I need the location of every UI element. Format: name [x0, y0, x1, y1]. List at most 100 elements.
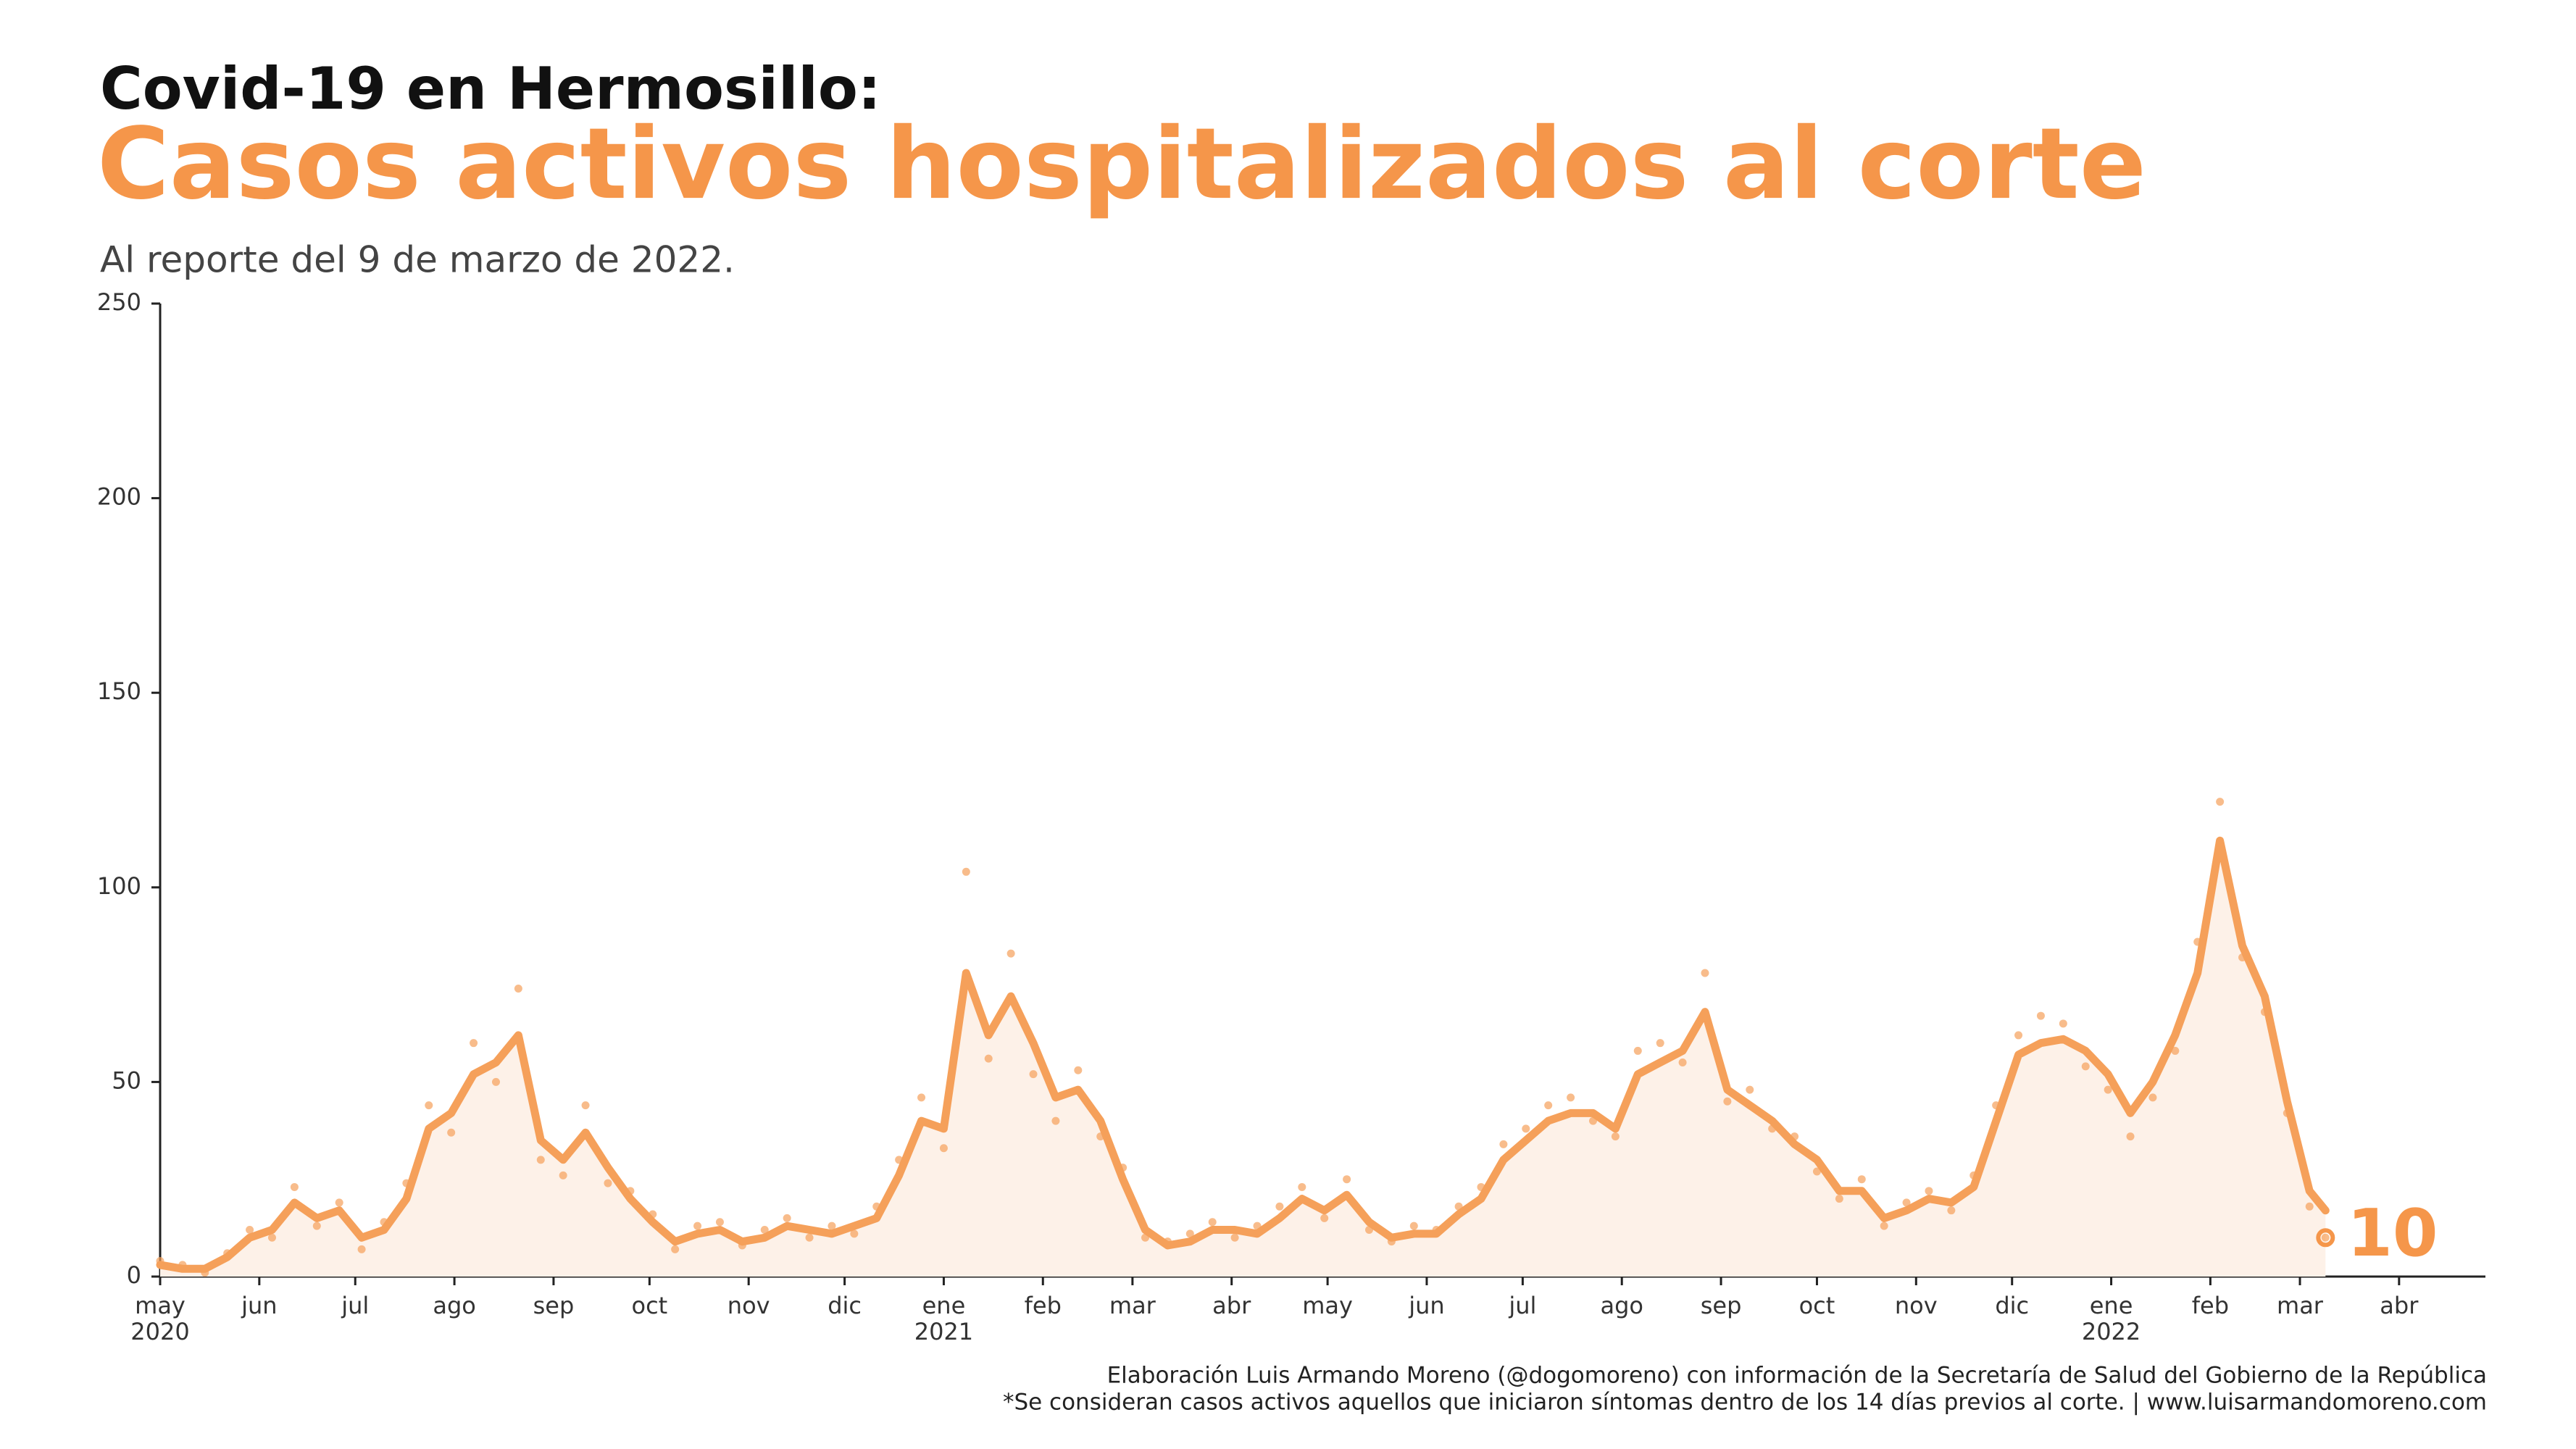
- point: [1812, 1167, 1821, 1176]
- x-year-label: 2020: [130, 1318, 189, 1345]
- point: [1298, 1182, 1306, 1191]
- x-tick-label: dic: [828, 1292, 862, 1319]
- y-tick-label: 50: [112, 1066, 141, 1094]
- point: [425, 1101, 433, 1110]
- x-tick-label: oct: [631, 1292, 667, 1319]
- point: [1029, 1070, 1038, 1079]
- point: [1343, 1175, 1351, 1184]
- point: [1544, 1101, 1553, 1110]
- point: [335, 1198, 343, 1207]
- last-value-marker: [2316, 1228, 2335, 1248]
- point: [715, 1218, 724, 1227]
- x-tick-label: mar: [2277, 1292, 2324, 1319]
- point: [828, 1222, 836, 1230]
- point: [1185, 1229, 1194, 1238]
- point: [1835, 1195, 1843, 1203]
- point: [1746, 1085, 1754, 1094]
- x-tick-label: mar: [1109, 1292, 1156, 1319]
- point: [1208, 1218, 1217, 1227]
- point: [1947, 1206, 1956, 1215]
- point: [246, 1226, 254, 1235]
- point: [581, 1101, 590, 1110]
- point: [2036, 1011, 2045, 1020]
- point: [2126, 1132, 2135, 1141]
- line: [156, 836, 2330, 1273]
- point: [962, 867, 970, 876]
- point: [267, 1233, 276, 1242]
- point: [917, 1093, 926, 1102]
- point: [760, 1226, 769, 1235]
- y-tick-label: 250: [97, 288, 141, 316]
- point: [357, 1245, 366, 1253]
- x-tick-label: ago: [1600, 1292, 1643, 1319]
- x-tick-label: ago: [433, 1292, 476, 1319]
- area: [160, 840, 2326, 1277]
- chart-heading: Casos activos hospitalizados al corte: [97, 107, 2146, 222]
- y-tick-label: 100: [97, 872, 141, 900]
- point: [2081, 1062, 2090, 1071]
- point: [604, 1179, 612, 1187]
- point: [1701, 969, 1709, 977]
- x-tick-label: jul: [1508, 1292, 1536, 1319]
- x-tick-label: oct: [1799, 1292, 1835, 1319]
- point: [783, 1214, 791, 1222]
- point: [1678, 1058, 1687, 1067]
- point: [2014, 1031, 2023, 1040]
- point: [536, 1156, 545, 1164]
- point: [559, 1171, 567, 1179]
- x-tick-label: nov: [1895, 1292, 1938, 1319]
- point: [514, 984, 522, 993]
- x-tick-label: dic: [1995, 1292, 2029, 1319]
- x-tick-label: may: [135, 1292, 186, 1319]
- point: [1522, 1124, 1530, 1133]
- x-year-label: 2021: [914, 1318, 973, 1345]
- x-tick-label: sep: [533, 1292, 575, 1319]
- x-tick-label: ene: [922, 1292, 966, 1319]
- point: [1857, 1175, 1866, 1184]
- point: [693, 1222, 702, 1230]
- x-tick-label: abr: [1212, 1292, 1251, 1319]
- y-tick-label: 150: [97, 677, 141, 705]
- point: [1230, 1233, 1239, 1242]
- x-tick-label: jul: [341, 1292, 369, 1319]
- point: [1656, 1039, 1664, 1048]
- x-tick-label: jun: [241, 1292, 277, 1319]
- last-value-label: 10: [2347, 1195, 2438, 1271]
- point: [1006, 949, 1015, 958]
- chart-title: Covid-19 en Hermosillo:: [100, 55, 881, 122]
- point: [491, 1077, 500, 1086]
- point: [2104, 1085, 2112, 1094]
- x-tick-label: sep: [1701, 1292, 1742, 1319]
- point: [2171, 1046, 2180, 1055]
- point: [1925, 1187, 1933, 1195]
- x-tick-label: jun: [1408, 1292, 1444, 1319]
- point: [1499, 1140, 1508, 1148]
- point: [1723, 1097, 1732, 1106]
- x-tick-label: ene: [2090, 1292, 2133, 1319]
- point: [850, 1229, 859, 1238]
- point: [290, 1182, 299, 1191]
- point: [939, 1144, 948, 1153]
- x-tick-label: may: [1302, 1292, 1353, 1319]
- x-year-label: 2022: [2082, 1318, 2141, 1345]
- point: [1611, 1132, 1620, 1141]
- y-tick-label: 0: [127, 1261, 141, 1289]
- point: [2321, 1233, 2330, 1242]
- chart-subtitle: Al reporte del 9 de marzo de 2022.: [100, 239, 735, 281]
- point: [1051, 1116, 1060, 1125]
- point: [1074, 1066, 1083, 1074]
- point: [470, 1039, 478, 1048]
- point: [1880, 1222, 1888, 1230]
- point: [447, 1128, 456, 1137]
- footnote: Elaboración Luis Armando Moreno (@dogomo…: [1107, 1363, 2487, 1389]
- point: [1567, 1093, 1575, 1102]
- y-tick-label: 200: [97, 483, 141, 511]
- point: [1902, 1198, 1911, 1207]
- point: [2059, 1019, 2067, 1028]
- footnote: *Se consideran casos activos aquellos qu…: [1003, 1390, 2487, 1416]
- point: [984, 1054, 993, 1063]
- x-tick-label: feb: [2192, 1292, 2229, 1319]
- x-tick-label: abr: [2380, 1292, 2419, 1319]
- point: [1633, 1046, 1642, 1055]
